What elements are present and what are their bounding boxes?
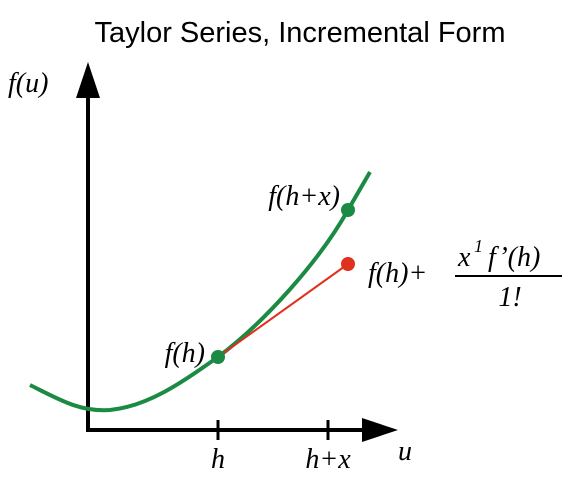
formula-numerator: f’(h) (488, 242, 540, 273)
point (211, 350, 225, 364)
x-tick-label: h+x (305, 444, 351, 475)
point-label: f(h+x) (268, 181, 340, 212)
formula-prefix: f(h)+ (368, 258, 427, 289)
x-tick-label: h (211, 444, 225, 475)
point-label: f(h) (165, 338, 205, 369)
approx-point (341, 257, 355, 271)
formula-numerator: x (457, 242, 471, 273)
tangent-line (217, 263, 349, 358)
formula-exponent: 1 (474, 236, 483, 256)
formula-denominator: 1! (498, 282, 521, 313)
point (341, 203, 355, 217)
x-axis-arrow (362, 418, 398, 442)
y-axis-arrow (76, 62, 100, 98)
y-axis-label: f(u) (8, 68, 48, 99)
title: Taylor Series, Incremental Form (95, 17, 506, 49)
x-axis-label: u (398, 436, 412, 467)
